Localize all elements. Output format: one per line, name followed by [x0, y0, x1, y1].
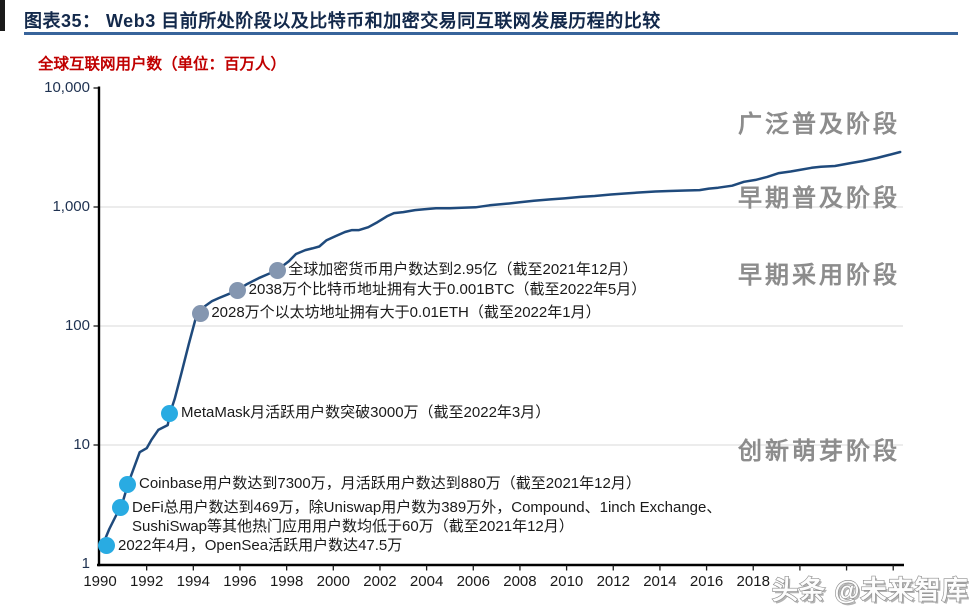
annotation-text: SushiSwap等其他热门应用用户数均低于60万（截至2021年12月）: [131, 517, 574, 535]
annotation-text: 全球加密货币用户数达到2.95亿（截至2021年12月）: [288, 261, 638, 279]
x-axis-tick-label: 2016: [689, 573, 724, 590]
data-point-dot: [98, 537, 116, 555]
data-point-dot: [229, 281, 247, 299]
annotation-text: DeFi总用户数达到469万，除Uniswap用户数为389万外，Compoun…: [131, 498, 722, 516]
watermark-shadow: 头条 @未来智库: [774, 577, 971, 607]
y-axis-tick-label: 10: [73, 436, 90, 453]
annotation-text: MetaMask月活跃用户数突破3000万（截至2022年3月）: [180, 404, 551, 422]
y-axis-tick-label: 100: [64, 317, 90, 334]
header-underline: [24, 32, 958, 35]
x-axis-tick-label: 2010: [549, 573, 584, 590]
data-point-dot: [161, 404, 179, 422]
y-axis-tick-label: 10,000: [44, 79, 90, 96]
x-axis-tick-label: 1992: [129, 573, 164, 590]
data-point-dot: [191, 304, 209, 322]
x-axis-tick-label: 2014: [643, 573, 677, 590]
figure-title: 图表35： Web3 目前所处阶段以及比特币和加密交易同互联网发展历程的比较: [24, 11, 661, 31]
stage-label-early-majority: 早期普及阶段: [738, 185, 900, 212]
x-axis-tick-label: 2018: [736, 573, 770, 590]
annotation-text: Coinbase用户数达到7300万，月活跃用户数达到880万（截至2021年1…: [138, 475, 641, 493]
chart-title: 全球互联网用户数（单位：百万人）: [38, 56, 287, 73]
data-point-dot: [268, 261, 286, 279]
stage-label-innovation-seed: 创新萌芽阶段: [738, 438, 900, 465]
x-axis-tick-label: 2008: [503, 573, 537, 590]
header-accent-bar: [0, 0, 5, 31]
annotation-text: 2022年4月，OpenSea活跃用户数达47.5万: [117, 536, 403, 554]
data-point-dot: [112, 499, 130, 517]
x-axis-tick-label: 1994: [176, 573, 210, 590]
x-axis-tick-label: 2000: [316, 573, 350, 590]
data-point-dot: [119, 475, 137, 493]
internet-users-line: [101, 150, 902, 548]
watermark: 头条 @未来智库: [772, 575, 969, 605]
annotation-text: 2038万个比特币地址拥有大于0.001BTC（截至2022年5月）: [248, 281, 647, 299]
x-ticks: [146, 565, 894, 571]
x-axis-tick-label: 1990: [83, 573, 117, 590]
gridlines: [99, 206, 903, 446]
x-axis-tick-label: 1998: [269, 573, 304, 590]
y-axis-tick-label: 1: [81, 555, 90, 572]
annotation-text: 2028万个以太坊地址拥有大于0.01ETH（截至2022年1月）: [211, 304, 601, 322]
stage-label-mass-adoption: 广泛普及阶段: [738, 111, 900, 138]
x-axis-tick-label: 1996: [223, 573, 257, 590]
y-axis-tick-label: 1,000: [52, 198, 90, 215]
x-axis-tick-label: 2004: [409, 573, 444, 590]
stage-label-early-adoption: 早期采用阶段: [738, 262, 900, 289]
x-axis-tick-label: 2012: [596, 573, 630, 590]
x-axis-tick-label: 2006: [456, 573, 490, 590]
x-axis-tick-label: 2002: [363, 573, 397, 590]
